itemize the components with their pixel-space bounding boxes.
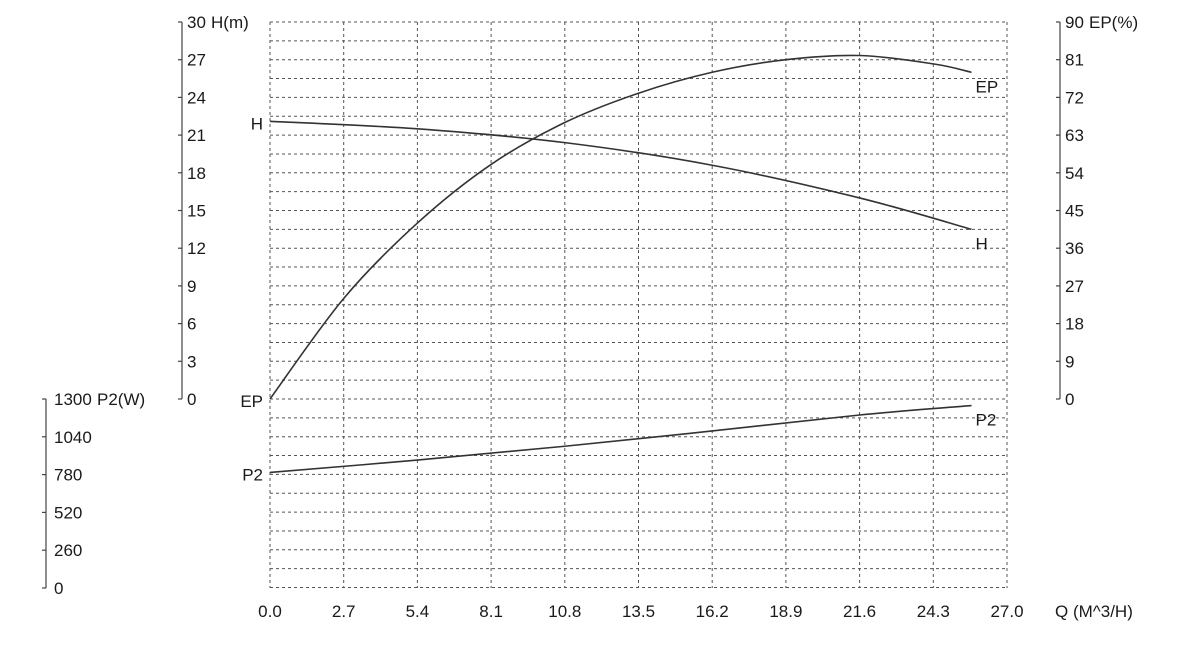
- x-axis-tick-label: 0.0: [258, 602, 282, 621]
- x-axis-title: Q (M^3/H): [1055, 602, 1133, 621]
- h-axis-tick-label: 27: [187, 51, 206, 70]
- curve-h: [269, 120, 972, 231]
- h-axis-tick-label: 3: [187, 352, 196, 371]
- h-axis-title: H(m): [211, 13, 249, 32]
- ep-axis-tick-label: 27: [1065, 277, 1084, 296]
- x-axis-tick-label: 18.9: [769, 602, 802, 621]
- p2-axis-tick-label: 1300: [54, 390, 92, 409]
- x-axis-tick-label: 8.1: [479, 602, 503, 621]
- ep-axis-tick-label: 90: [1065, 13, 1084, 32]
- ep-axis-tick-label: 54: [1065, 164, 1084, 183]
- ep-axis-tick-label: 18: [1065, 315, 1084, 334]
- h-axis-tick-label: 15: [187, 202, 206, 221]
- curves: [269, 54, 972, 474]
- ep-axis-tick-label: 36: [1065, 239, 1084, 258]
- p2-axis-tick-label: 0: [54, 579, 63, 598]
- x-axis-tick-label: 10.8: [548, 602, 581, 621]
- h-axis-tick-label: 9: [187, 277, 196, 296]
- series-label-end-h: H: [976, 234, 988, 253]
- series-label-end-p2: P2: [976, 411, 997, 430]
- p2-axis-tick-label: 780: [54, 466, 82, 485]
- series-label-end-ep: EP: [976, 77, 999, 96]
- h-axis-tick-label: 21: [187, 126, 206, 145]
- h-axis-tick-label: 6: [187, 315, 196, 334]
- ep-axis-tick-label: 63: [1065, 126, 1084, 145]
- p2-axis-tick-label: 520: [54, 503, 82, 522]
- x-axis-tick-label: 21.6: [843, 602, 876, 621]
- x-axis-tick-label: 27.0: [990, 602, 1023, 621]
- grid: [269, 21, 1008, 588]
- x-axis-tick-label: 5.4: [406, 602, 430, 621]
- ep-axis-title: EP(%): [1089, 13, 1138, 32]
- ep-axis-tick-label: 0: [1065, 390, 1074, 409]
- x-axis-tick-label: 16.2: [696, 602, 729, 621]
- ep-axis-tick-label: 45: [1065, 202, 1084, 221]
- labels: H H EP EP P2 P2: [240, 77, 998, 484]
- x-axis-tick-label: 2.7: [332, 602, 356, 621]
- h-axis-tick-label: 30: [187, 13, 206, 32]
- h-axis-tick-label: 18: [187, 164, 206, 183]
- h-axis-tick-label: 0: [187, 390, 196, 409]
- series-label-start-p2: P2: [242, 465, 263, 484]
- p2-axis-tick-label: 260: [54, 541, 82, 560]
- ep-axis-tick-label: 72: [1065, 88, 1084, 107]
- curve-p2: [269, 404, 972, 474]
- series-label-start-h: H: [251, 114, 263, 133]
- curve-ep: [269, 54, 972, 400]
- h-axis-tick-label: 12: [187, 239, 206, 258]
- ep-axis-tick-label: 9: [1065, 352, 1074, 371]
- ep-axis-tick-label: 81: [1065, 51, 1084, 70]
- h-axis-tick-label: 24: [187, 88, 206, 107]
- x-axis-tick-label: 24.3: [917, 602, 950, 621]
- series-label-start-ep: EP: [240, 392, 263, 411]
- p2-axis-tick-label: 1040: [54, 428, 92, 447]
- x-axis-tick-label: 13.5: [622, 602, 655, 621]
- p2-axis-title: P2(W): [97, 390, 145, 409]
